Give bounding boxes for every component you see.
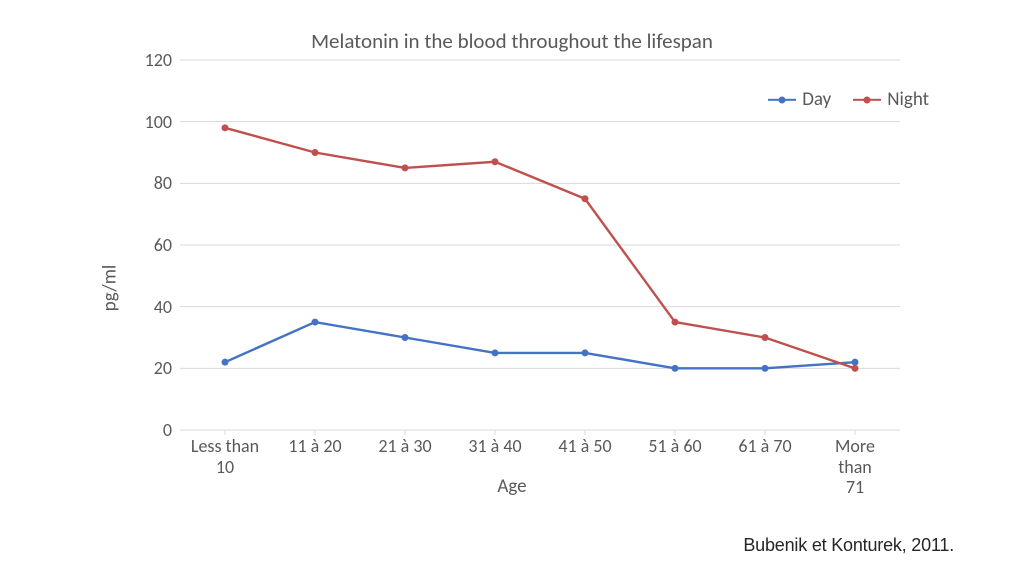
y-tick-label: 20 [154,357,180,379]
legend-label: Night [887,88,929,111]
x-tick-label: 51 à 60 [648,430,701,457]
x-axis-label: Age [0,475,1024,498]
y-tick-label: 60 [154,234,180,256]
y-tick-label: 0 [163,419,180,441]
x-tick-label: 31 à 40 [468,430,521,457]
y-tick-label: 120 [145,49,180,71]
plot-area: 020406080100120Less than 1011 à 2021 à 3… [180,60,900,430]
y-tick-label: 80 [154,172,180,194]
x-tick-label: 21 à 30 [378,430,431,457]
x-tick-label: 61 à 70 [738,430,791,457]
x-tick-label: Less than 10 [191,430,259,477]
plot-svg [180,60,900,430]
x-tick-label: 41 à 50 [558,430,611,457]
x-tick-label: 11 à 20 [288,430,341,457]
legend-label: Day [802,88,831,111]
legend-swatch [853,94,881,106]
chart-container: Melatonin in the blood throughout the li… [0,0,1024,576]
legend-swatch [768,94,796,106]
y-tick-label: 40 [154,296,180,318]
legend-item: Day [768,88,831,111]
citation-text: Bubenik et Konturek, 2011. [743,535,954,556]
legend: Day Night [768,88,929,111]
legend-item: Night [853,88,929,111]
y-axis-label: pg/ml [99,265,122,311]
y-tick-label: 100 [145,111,180,133]
